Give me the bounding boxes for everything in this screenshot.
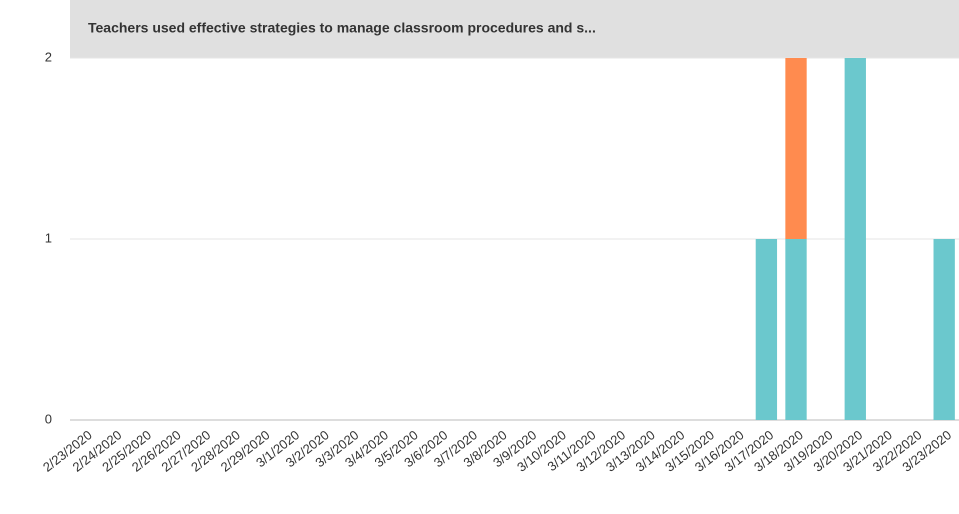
y-tick-label: 0 [45, 411, 52, 426]
y-tick-label: 1 [45, 230, 52, 245]
bar [785, 58, 807, 239]
bar [785, 239, 807, 420]
bar [755, 239, 778, 420]
bar [844, 58, 866, 420]
y-tick-label: 2 [45, 49, 52, 64]
title-banner [70, 0, 959, 58]
chart-title: Teachers used effective strategies to ma… [88, 20, 596, 36]
bar [933, 239, 955, 420]
